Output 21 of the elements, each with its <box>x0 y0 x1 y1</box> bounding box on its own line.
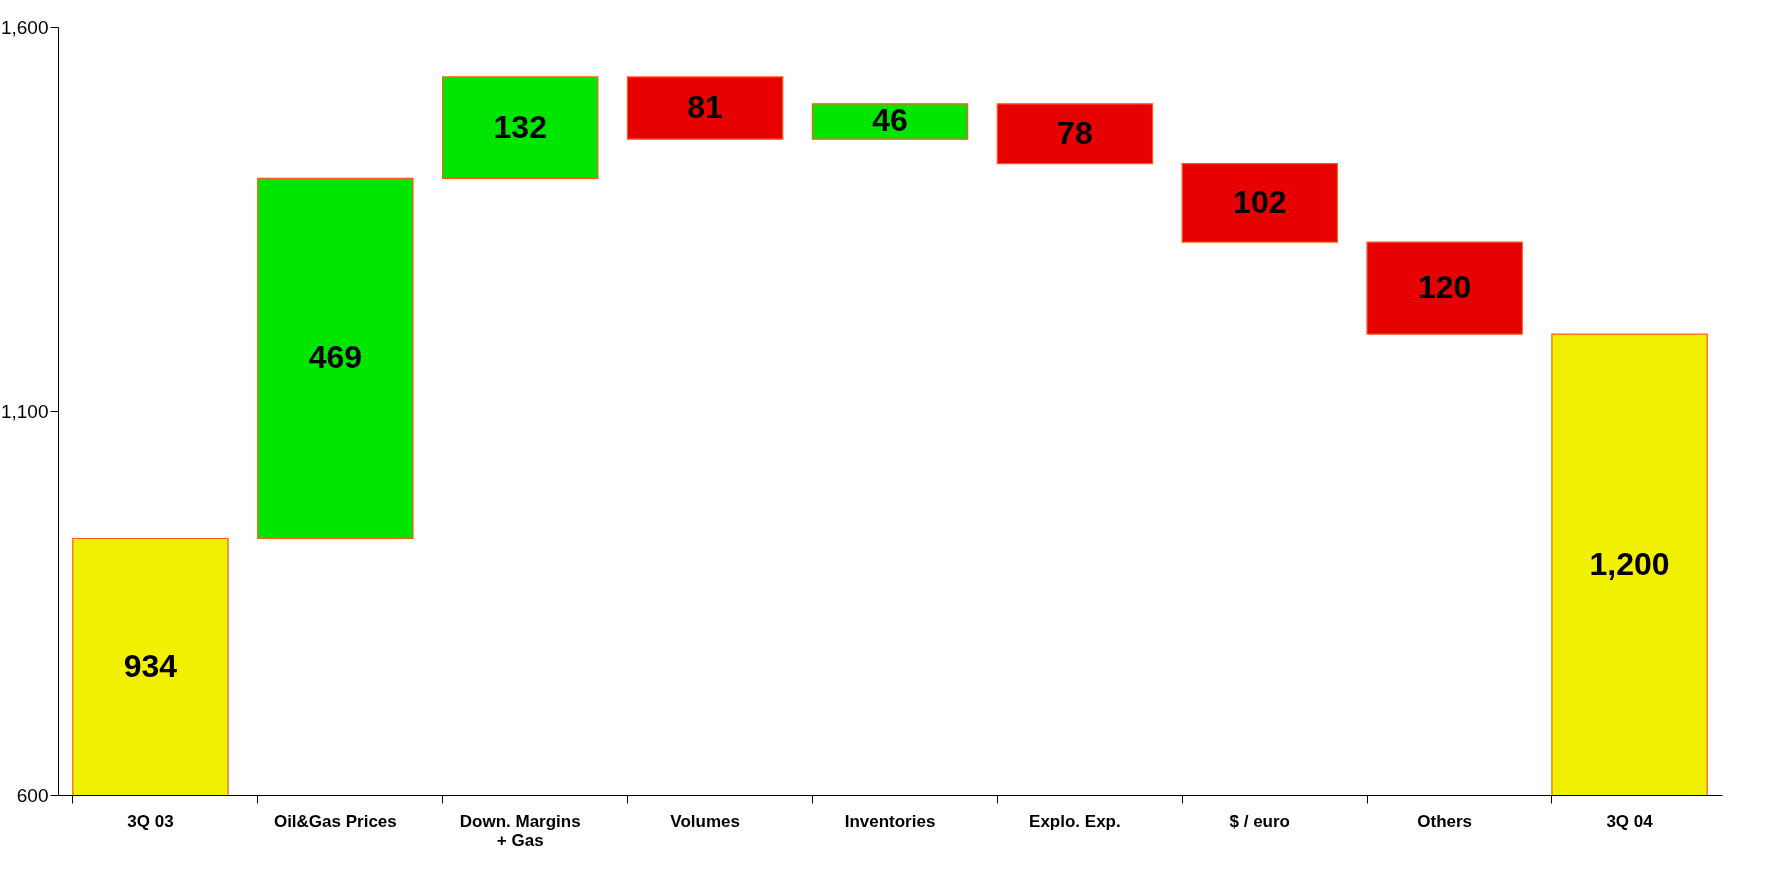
data-label: 120 <box>1417 269 1472 306</box>
x-tick-label: Down. Margins + Gas <box>459 811 581 850</box>
y-tick-label: 1,600 <box>0 16 49 38</box>
x-tick-label: 3Q 04 <box>1606 811 1654 831</box>
data-label: 102 <box>1233 183 1287 220</box>
data-label: 81 <box>687 89 723 126</box>
y-tick-label: 600 <box>16 784 49 806</box>
x-tick-label: Inventories <box>844 811 936 831</box>
x-tick-label: Volumes <box>670 811 740 831</box>
data-label: 132 <box>493 108 547 145</box>
data-label: 469 <box>308 339 363 376</box>
data-label: 934 <box>123 647 178 684</box>
x-tick-label: Others <box>1417 811 1473 831</box>
y-tick-label: 1,100 <box>0 400 49 422</box>
x-tick-label: 3Q 03 <box>127 811 174 831</box>
data-label: 1,200 <box>1589 545 1670 582</box>
x-tick-label: $ / euro <box>1229 811 1291 831</box>
x-tick-label: Explo. Exp. <box>1029 811 1121 831</box>
data-label: 46 <box>872 102 908 139</box>
data-label: 78 <box>1057 114 1093 151</box>
x-tick-label: Oil&Gas Prices <box>273 811 397 831</box>
